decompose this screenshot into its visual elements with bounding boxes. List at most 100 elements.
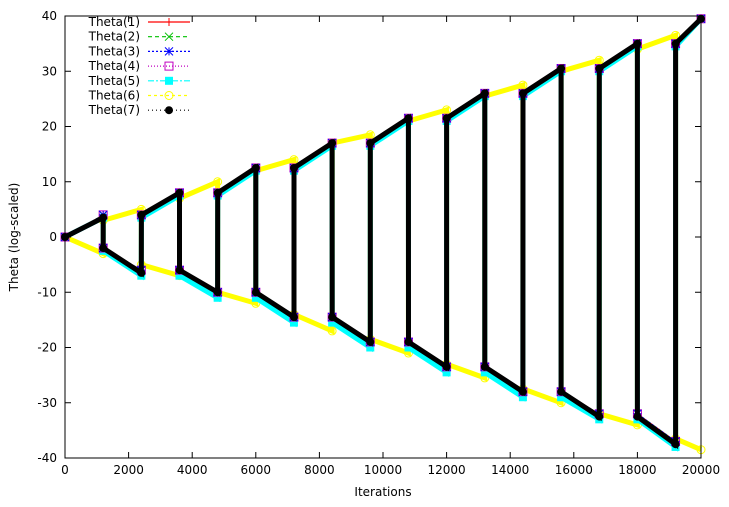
series-line <box>63 17 703 452</box>
data-point <box>366 139 375 148</box>
legend-marker <box>164 32 174 42</box>
data-point <box>671 39 680 48</box>
data-point <box>99 213 108 222</box>
data-point <box>557 387 566 396</box>
y-tick-label: -20 <box>37 341 57 355</box>
series-layer <box>60 14 706 455</box>
y-tick-label: -10 <box>37 285 57 299</box>
legend-label: Theta(1) <box>88 15 140 29</box>
y-tick-label: 20 <box>42 120 57 134</box>
y-tick-label: -30 <box>37 396 57 410</box>
data-point <box>633 39 642 48</box>
x-tick-label: 20000 <box>682 463 720 477</box>
legend-marker <box>165 76 173 85</box>
data-point <box>480 362 489 371</box>
data-point <box>328 139 337 148</box>
data-point <box>404 343 413 352</box>
y-tick-label: 0 <box>49 230 57 244</box>
y-tick-label: 10 <box>42 175 57 189</box>
legend-label: Theta(7) <box>88 103 140 117</box>
data-point <box>518 89 527 98</box>
x-tick-label: 4000 <box>177 463 208 477</box>
data-point <box>480 368 489 377</box>
legend-label: Theta(5) <box>88 74 140 88</box>
data-point <box>251 288 260 297</box>
x-tick-label: 10000 <box>364 463 402 477</box>
legend-label: Theta(4) <box>88 59 140 73</box>
y-axis-label: Theta (log-scaled) <box>7 183 21 293</box>
legend-label: Theta(3) <box>88 44 140 58</box>
series-theta6 <box>60 30 706 455</box>
y-tick-label: 30 <box>42 64 57 78</box>
legend-marker <box>164 61 174 71</box>
x-tick-label: 18000 <box>618 463 656 477</box>
data-point <box>289 318 298 327</box>
series-line <box>63 17 703 450</box>
data-point <box>213 293 222 302</box>
y-tick-label: -40 <box>37 451 57 465</box>
series-theta2 <box>60 14 706 446</box>
data-point <box>633 412 642 421</box>
legend-marker <box>165 18 173 26</box>
series-theta7 <box>61 14 705 450</box>
series-line <box>64 18 702 443</box>
series-theta5 <box>61 14 705 452</box>
x-tick-label: 8000 <box>304 463 335 477</box>
data-point <box>137 210 146 219</box>
data-point <box>289 163 298 172</box>
legend-item: Theta(1) <box>88 15 190 29</box>
x-tick-label: 2000 <box>113 463 144 477</box>
x-tick-label: 0 <box>61 463 69 477</box>
series-line <box>64 18 702 443</box>
data-point <box>213 188 222 197</box>
data-point <box>99 244 108 253</box>
series-line <box>64 31 702 452</box>
y-tick-label: 40 <box>42 9 57 23</box>
data-point <box>289 313 298 322</box>
data-point <box>595 412 604 421</box>
data-point <box>404 114 413 123</box>
legend-marker <box>164 47 174 56</box>
series-line <box>64 18 702 443</box>
legend-item: Theta(3) <box>88 44 190 58</box>
series-theta4 <box>60 14 706 446</box>
data-point <box>213 288 222 297</box>
data-point <box>366 343 375 352</box>
legend-item: Theta(2) <box>88 30 190 44</box>
legend-marker <box>164 91 174 100</box>
x-tick-label: 12000 <box>428 463 466 477</box>
data-point <box>518 387 527 396</box>
data-point <box>404 337 413 346</box>
legend-item: Theta(6) <box>88 89 190 103</box>
x-tick-label: 6000 <box>241 463 272 477</box>
data-point <box>557 64 566 73</box>
legend-item: Theta(5) <box>88 74 190 88</box>
data-point <box>366 337 375 346</box>
series-theta1 <box>61 14 705 446</box>
x-tick-label: 16000 <box>555 463 593 477</box>
legend-label: Theta(2) <box>88 30 140 44</box>
data-point <box>518 393 527 402</box>
data-point <box>442 114 451 123</box>
data-point <box>442 362 451 371</box>
legend-label: Theta(6) <box>88 89 140 103</box>
data-point <box>328 313 337 322</box>
series-line <box>64 18 702 443</box>
data-point <box>671 440 680 449</box>
data-point <box>327 326 337 336</box>
data-point <box>175 266 184 275</box>
plot-frame <box>64 15 702 459</box>
legend-marker <box>165 106 173 115</box>
legend-item: Theta(7) <box>88 103 190 117</box>
axes-layer: 0 2000 4000 6000 8000 10000 12000 14000 16000 180… <box>37 9 720 477</box>
data-point <box>442 368 451 377</box>
data-point <box>557 393 566 402</box>
series-theta3 <box>60 14 706 446</box>
data-point <box>175 271 184 280</box>
data-point <box>213 177 223 187</box>
data-point <box>251 293 260 302</box>
data-point <box>480 89 489 98</box>
data-point <box>251 163 260 172</box>
data-point <box>137 268 146 277</box>
legend: Theta(1)Theta(2)Theta(3)Theta(4)Theta(5)… <box>88 15 190 117</box>
